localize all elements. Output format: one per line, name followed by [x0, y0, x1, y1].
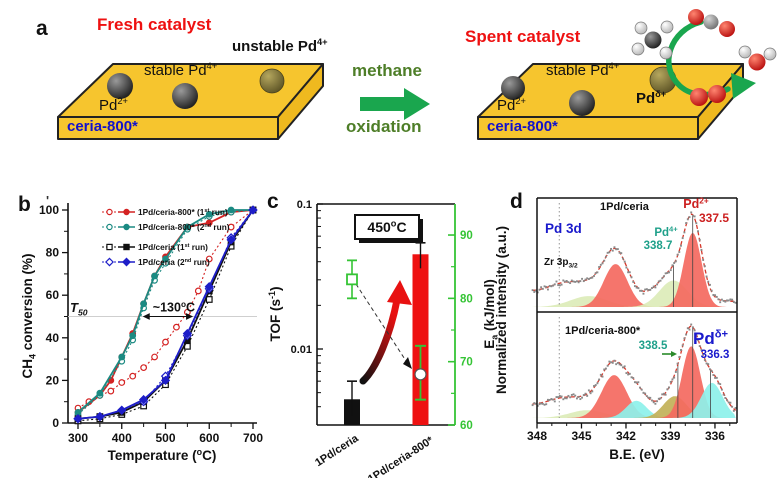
water-molecule: [738, 45, 777, 71]
legend-label: 1Pd/ceria (1st run): [138, 242, 208, 252]
be-tick-label: 342: [616, 429, 636, 443]
fitted-peak: [532, 346, 736, 418]
reaction-arrow: [360, 88, 430, 120]
stable-pd4-label-left: stable Pd4+: [144, 61, 218, 79]
legend-entry: 1Pd/ceria (1st run): [102, 242, 208, 252]
methane-label: methane: [352, 61, 422, 80]
y-tick-label: 20: [46, 373, 60, 387]
co2-molecule: [688, 9, 735, 37]
small-green-arrow: [671, 351, 677, 357]
ea-tick-label: 60: [460, 420, 473, 432]
fitted-peak: [532, 232, 736, 307]
ea-point-white-circle: [414, 368, 427, 381]
pd4-be-value-spent: 338.5: [639, 340, 668, 352]
pd2-label-right: Pd2+: [497, 96, 526, 114]
y-tick-label: 60: [46, 288, 60, 302]
stable-pd4-label-right: stable Pd4+: [546, 61, 620, 79]
temperature-badge: 450oC: [367, 219, 406, 235]
pd4-be-value: 338.7: [644, 240, 673, 252]
tof-increase-arrow: [359, 296, 401, 385]
legend-label: 1Pd/ceria-800* (1st run): [138, 207, 228, 217]
pd3d-label: Pd 3d: [545, 221, 582, 236]
fitted-peak: [532, 382, 736, 418]
panel-d-xps-chart: 348 345 342 339 336 B.E. (eV) Normalized inten…: [494, 196, 738, 462]
category-label: 1Pd/ceria-800*: [366, 434, 436, 478]
tof-tick-label: 0.01: [291, 344, 312, 356]
pd2-label-left: Pd2+: [99, 96, 128, 114]
pd-delta-label: Pdδ+: [636, 89, 667, 107]
be-tick-label: 345: [571, 429, 591, 443]
y-axis-title: Normalized intensity (a.u.): [494, 226, 509, 394]
subpanel-title: 1Pd/ceria-800*: [565, 325, 641, 337]
ea-tick-label: 70: [460, 357, 473, 369]
oxygen-molecule: [690, 85, 726, 106]
ea-tick-label: 90: [460, 230, 473, 242]
be-tick-label: 336: [705, 429, 725, 443]
legend-entry: 1Pd/ceria-800* (1st run): [102, 207, 228, 217]
fitted-peak: [532, 296, 736, 307]
legend-entry: 1Pd/ceria (2nd run): [102, 257, 210, 267]
ceria-800-label-right: ceria-800*: [487, 118, 558, 135]
x-axis-title: B.E. (eV): [609, 447, 665, 462]
panel-d-label: d: [510, 190, 523, 213]
pd2-sphere-right: [501, 76, 525, 100]
stable-pd4-sphere-right: [569, 90, 595, 116]
tof-bar: [412, 254, 429, 425]
panel-a-label: a: [36, 17, 48, 40]
spent-catalyst-title: Spent catalyst: [465, 27, 581, 46]
ceria-800-label-left: ceria-800*: [67, 118, 138, 135]
x-axis-title: Temperature (oC): [108, 447, 217, 463]
fresh-catalyst-title: Fresh catalyst: [97, 15, 212, 34]
y-tick-label: 100: [39, 203, 59, 217]
be-tick-label: 348: [527, 429, 547, 443]
stable-pd4-sphere-left: [172, 83, 198, 109]
x-tick-label: 400: [112, 431, 132, 445]
panel-a-graphics: [57, 9, 777, 140]
y-tick-label: 40: [46, 331, 60, 345]
ea-decrease-arrow: [355, 283, 409, 365]
pd4-label: Pd4+: [654, 225, 678, 239]
ea-axis-title: Ea (kJ/mol): [482, 279, 500, 349]
ea-tick-label: 80: [460, 293, 473, 305]
pd-delta-label: Pdδ+: [693, 329, 729, 348]
x-tick-label: 600: [199, 431, 219, 445]
pd2-be-value: 337.5: [699, 211, 729, 225]
fitted-peak: [532, 400, 736, 418]
tof-axis-title: TOF (s-1): [267, 287, 283, 342]
panel-c-tof-ea-chart: 0.1 0.01 60 70 80 90 TOF (s-1) Ea (kJ/mol) 450oC…: [267, 199, 500, 478]
zr-label: Zr 3p3/2: [544, 257, 578, 270]
pd-delta-be-value: 336.3: [701, 349, 730, 361]
panel-b-light-off-chart: 300 400 500 600 700 0 20 40 60 80 100 Temperature (…: [20, 203, 263, 463]
legend-label: 1Pd/ceria-800* (2nd run): [138, 222, 230, 232]
unstable-pd4-sphere: [259, 68, 285, 94]
category-label: 1Pd/ceria: [313, 432, 361, 469]
x-tick-label: 500: [155, 431, 175, 445]
t50-annotation: T50: [70, 300, 88, 317]
ea-point-open-square: [346, 273, 358, 286]
fit-envelope: [532, 213, 736, 303]
tof-tick-label: 0.1: [297, 199, 312, 211]
y-tick-label: 80: [46, 246, 60, 260]
be-tick-label: 339: [660, 429, 680, 443]
legend-entry: 1Pd/ceria-800* (2nd run): [102, 222, 230, 232]
subpanel-title: 1Pd/ceria: [600, 201, 650, 213]
t50-gap-annotation: ~130oC: [153, 300, 195, 315]
methane-molecule: [631, 20, 674, 60]
x-tick-label: 300: [68, 431, 88, 445]
y-tick-label: 0: [52, 416, 59, 430]
fit-envelope: [532, 325, 737, 411]
panel-b-label: b: [18, 193, 31, 216]
y-axis-title: CH4 conversion (%): [20, 254, 38, 379]
panel-b-mark: ': [46, 193, 50, 208]
legend-label: 1Pd/ceria (2nd run): [138, 257, 210, 267]
pd2-sphere-left: [107, 73, 133, 99]
oxidation-label: oxidation: [346, 117, 422, 136]
fitted-peak: [532, 264, 736, 307]
pd2-label: Pd2+: [683, 196, 709, 211]
panel-c-label: c: [267, 190, 279, 213]
unstable-pd4-label: unstable Pd4+: [232, 37, 328, 55]
x-tick-label: 700: [243, 431, 263, 445]
